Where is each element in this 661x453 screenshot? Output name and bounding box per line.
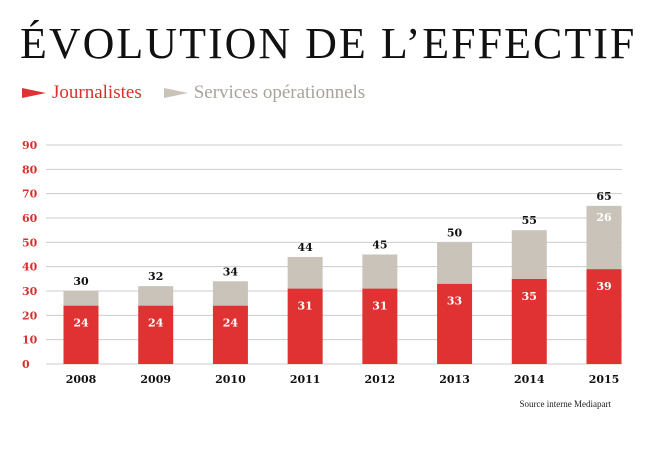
- services-arrow-icon: [163, 87, 188, 99]
- legend: Journalistes Services opérationnels: [22, 82, 387, 104]
- y-tick-label-10: 10: [22, 334, 38, 347]
- bar-services-2008: [63, 291, 99, 306]
- data-label-total-2015: 65: [596, 190, 611, 203]
- legend-label-services: Services opérationnels: [193, 82, 366, 103]
- source-note: Source interne Mediapart: [519, 399, 611, 409]
- data-label-journalistes-2014: 35: [522, 290, 537, 303]
- data-label-total-2010: 34: [223, 265, 239, 278]
- y-tick-label-40: 40: [22, 261, 38, 274]
- y-tick-label-30: 30: [22, 285, 38, 298]
- bar-services-2012: [362, 254, 398, 289]
- bar-journalistes-2012: [362, 288, 398, 364]
- data-label-total-2013: 50: [447, 226, 463, 239]
- data-label-services-2015: 26: [596, 211, 612, 224]
- x-tick-label-2015: 2015: [589, 373, 620, 386]
- x-tick-label-2011: 2011: [290, 373, 321, 386]
- bar-journalistes-2013: [437, 283, 473, 364]
- y-tick-label-70: 70: [22, 188, 38, 201]
- data-label-journalistes-2008: 24: [73, 317, 89, 330]
- y-tick-label-20: 20: [22, 309, 38, 322]
- data-label-journalistes-2012: 31: [372, 300, 387, 313]
- data-label-total-2012: 45: [372, 239, 387, 252]
- x-tick-label-2008: 2008: [66, 373, 97, 386]
- bar-services-2015: [586, 205, 622, 270]
- legend-item-journalistes: Journalistes: [22, 82, 142, 104]
- bar-journalistes-2014: [511, 278, 547, 364]
- data-label-total-2014: 55: [522, 214, 537, 227]
- data-label-journalistes-2013: 33: [447, 295, 462, 308]
- bar-services-2010: [212, 281, 248, 306]
- data-label-journalistes-2011: 31: [297, 300, 312, 313]
- x-tick-label-2013: 2013: [439, 373, 470, 386]
- x-tick-label-2010: 2010: [215, 373, 246, 386]
- x-tick-label-2012: 2012: [365, 373, 396, 386]
- data-label-journalistes-2009: 24: [148, 317, 164, 330]
- bar-journalistes-2009: [138, 305, 174, 364]
- y-tick-label-60: 60: [22, 212, 38, 225]
- legend-item-services: Services opérationnels: [163, 82, 366, 104]
- bar-services-2013: [437, 242, 473, 284]
- data-label-total-2011: 44: [297, 241, 313, 254]
- bar-journalistes-2015: [586, 269, 622, 364]
- bar-services-2009: [138, 286, 174, 306]
- chart-title: ÉVOLUTION DE L’EFFECTIF: [20, 19, 637, 68]
- bar-services-2011: [287, 256, 323, 289]
- x-tick-label-2009: 2009: [140, 373, 171, 386]
- data-label-journalistes-2010: 24: [223, 317, 239, 330]
- data-label-journalistes-2015: 39: [596, 280, 611, 293]
- x-tick-label-2014: 2014: [514, 373, 545, 386]
- legend-label-journalistes: Journalistes: [52, 82, 142, 103]
- bar-journalistes-2008: [63, 305, 99, 364]
- y-tick-label-90: 90: [22, 139, 38, 152]
- y-tick-label-50: 50: [22, 236, 38, 249]
- bar-journalistes-2011: [287, 288, 323, 364]
- journalistes-arrow-icon: [22, 87, 46, 99]
- bar-journalistes-2010: [212, 305, 248, 364]
- y-tick-label-0: 0: [22, 358, 30, 371]
- bar-services-2014: [511, 230, 547, 279]
- data-label-total-2008: 30: [73, 275, 89, 288]
- data-label-total-2009: 32: [148, 270, 163, 283]
- y-tick-label-80: 80: [22, 163, 38, 176]
